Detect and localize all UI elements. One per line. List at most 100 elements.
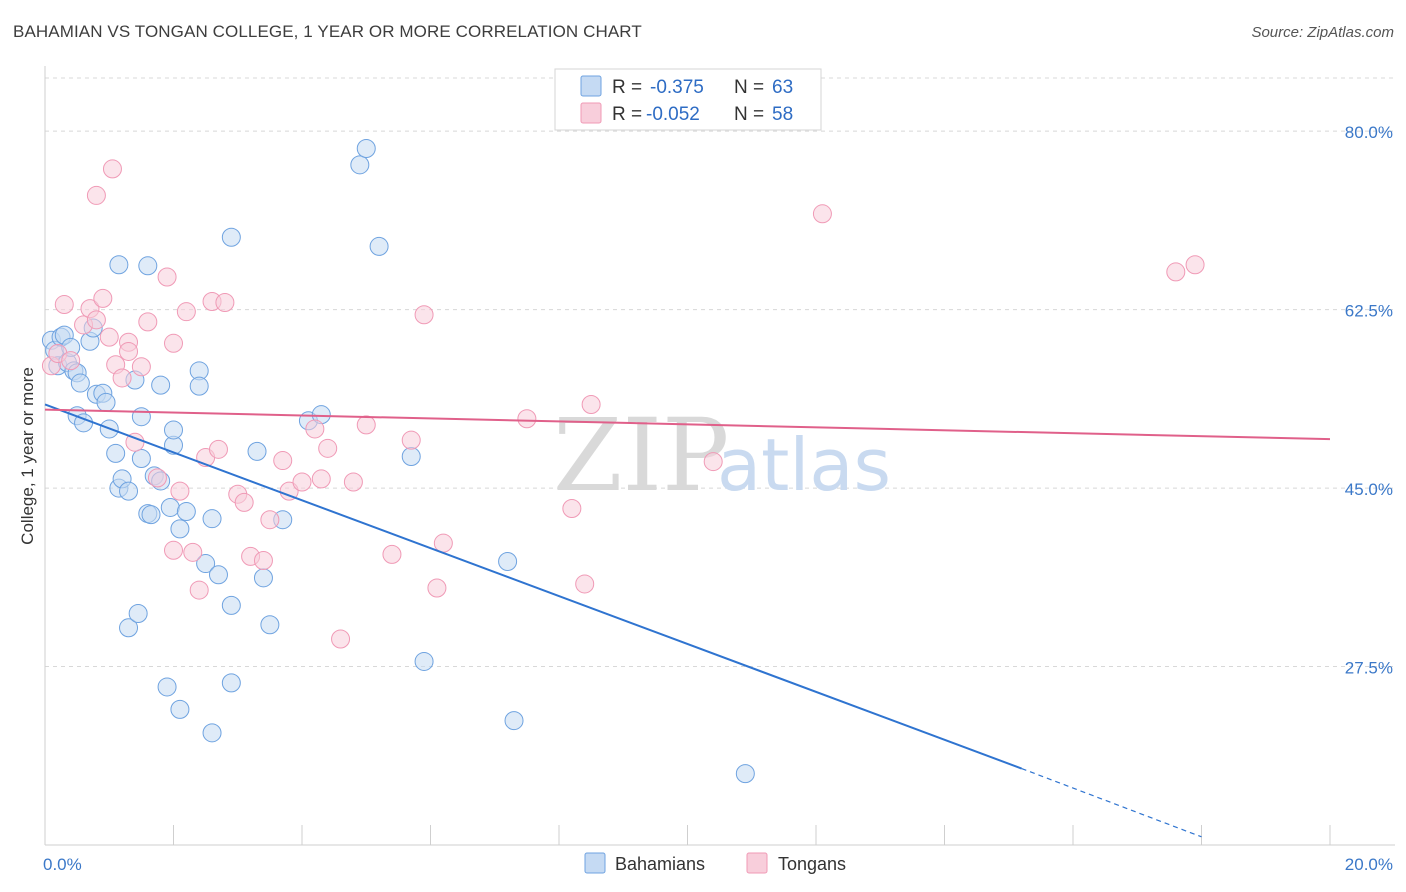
data-point-tongans [581, 394, 601, 414]
data-point-bahamians [119, 618, 139, 638]
data-point-bahamians [164, 420, 183, 440]
data-point-bahamians [109, 255, 129, 275]
data-point-tongans [138, 312, 158, 332]
data-point-bahamians [260, 615, 280, 635]
data-point-bahamians [138, 256, 158, 276]
data-point-bahamians [414, 651, 434, 671]
legend-swatch-tongans [580, 102, 602, 124]
y-tick-label: 27.5% [1345, 659, 1393, 678]
watermark-zip: ZIP [553, 397, 729, 514]
legend-n-label: N = [734, 77, 764, 98]
legend-r-label: R = [612, 77, 642, 98]
watermark-atlas: atlas [717, 423, 891, 507]
data-point-bahamians [141, 505, 161, 525]
data-point-bahamians [131, 449, 151, 469]
legend-r-value: -0.052 [646, 104, 700, 125]
data-point-tongans [93, 288, 113, 308]
data-point-tongans [414, 305, 434, 325]
data-point-tongans [343, 472, 363, 492]
data-point-tongans [517, 409, 537, 429]
data-point-bahamians [504, 711, 524, 731]
legend-n-label: N = [734, 104, 764, 125]
data-point-tongans [86, 310, 106, 330]
data-point-tongans [147, 468, 167, 488]
data-point-bahamians [157, 677, 177, 697]
data-point-tongans [311, 469, 331, 489]
data-point-bahamians [128, 604, 148, 624]
data-point-tongans [292, 472, 312, 492]
data-point-tongans [112, 368, 132, 388]
legend-r-label: R = [612, 104, 642, 125]
data-point-tongans [54, 295, 74, 315]
data-point-tongans [61, 351, 81, 371]
points-layer [41, 139, 1205, 784]
data-point-tongans [164, 333, 183, 353]
data-point-tongans [382, 544, 402, 564]
data-point-tongans [562, 498, 582, 518]
data-point-tongans [234, 492, 254, 512]
data-point-tongans [575, 574, 595, 594]
data-point-tongans [157, 267, 177, 287]
legend-n-value: 63 [772, 77, 793, 98]
data-point-tongans [812, 204, 832, 224]
data-point-bahamians [247, 441, 267, 461]
legend-n-value: 58 [772, 104, 793, 125]
data-point-tongans [86, 185, 106, 205]
data-point-bahamians [221, 595, 241, 615]
data-point-bahamians [356, 139, 376, 159]
bottom-legend-label-tongans: Tongans [778, 854, 846, 874]
legend-swatch-bahamians [580, 75, 602, 97]
data-point-tongans [176, 302, 196, 322]
x-tick-label: 20.0% [1345, 855, 1393, 874]
x-tick-label: 0.0% [43, 855, 82, 874]
trend-line-extension-bahamians [1021, 767, 1202, 838]
data-point-bahamians [221, 227, 241, 247]
data-point-bahamians [170, 519, 190, 539]
y-axis-label: College, 1 year or more [18, 367, 37, 545]
data-point-bahamians [151, 375, 171, 395]
data-point-bahamians [106, 443, 126, 463]
chart-title: BAHAMIAN VS TONGAN COLLEGE, 1 YEAR OR MO… [13, 22, 642, 41]
data-point-bahamians [176, 502, 196, 522]
data-point-tongans [189, 580, 209, 600]
data-point-tongans [305, 419, 325, 439]
source-credit: Source: ZipAtlas.com [1251, 24, 1394, 41]
data-point-tongans [401, 430, 421, 450]
grid-layer [45, 77, 1393, 668]
series-legend: Bahamians Tongans [584, 852, 846, 874]
data-point-tongans [1166, 262, 1186, 282]
bottom-legend-swatch-tongans [746, 852, 768, 874]
data-point-tongans [164, 540, 183, 560]
data-point-tongans [253, 550, 273, 570]
data-point-bahamians [160, 497, 180, 517]
data-point-tongans [331, 629, 351, 649]
data-point-tongans [99, 327, 119, 347]
data-point-tongans [102, 159, 122, 179]
y-tick-label: 45.0% [1345, 480, 1393, 499]
data-point-bahamians [196, 554, 216, 574]
data-point-tongans [215, 293, 235, 312]
data-point-tongans [433, 533, 453, 553]
bottom-legend-swatch-bahamians [584, 852, 606, 874]
data-point-bahamians [170, 699, 190, 719]
data-point-bahamians [202, 509, 222, 529]
data-point-bahamians [131, 407, 151, 427]
data-point-bahamians [498, 552, 518, 572]
data-point-bahamians [208, 565, 228, 585]
data-point-bahamians [401, 446, 421, 466]
data-point-tongans [427, 578, 447, 598]
data-point-tongans [119, 341, 139, 361]
data-point-bahamians [253, 568, 273, 588]
correlation-legend: R = -0.375 N = 63 R = -0.052 N = 58 [554, 68, 822, 131]
data-point-tongans [131, 357, 151, 377]
data-point-tongans [273, 451, 293, 471]
series-tongans [41, 159, 1205, 649]
data-point-bahamians [96, 392, 116, 412]
data-point-tongans [703, 452, 723, 472]
data-point-bahamians [70, 373, 90, 393]
data-point-bahamians [369, 236, 389, 256]
data-point-bahamians [221, 673, 241, 693]
legend-r-value: -0.375 [650, 77, 704, 98]
data-point-bahamians [119, 481, 139, 501]
